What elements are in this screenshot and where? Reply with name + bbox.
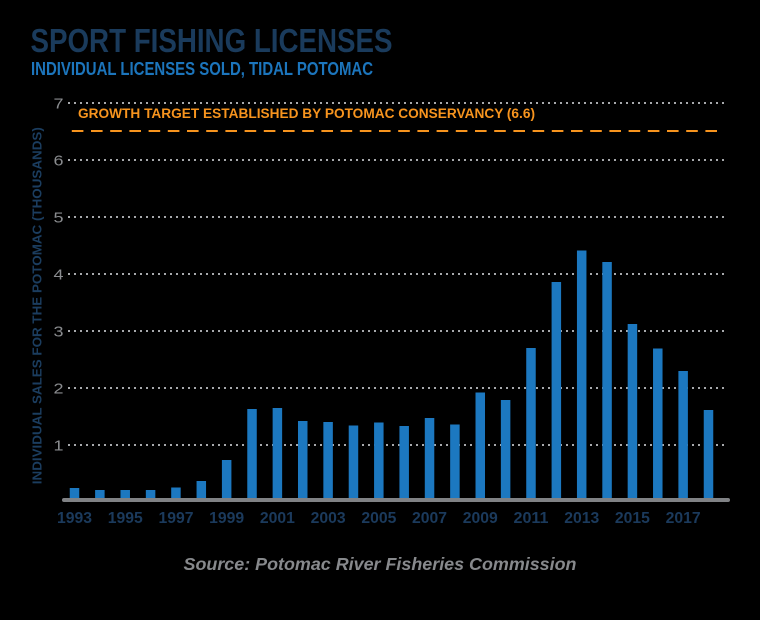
svg-text:Source: Potomac River Fisherie: Source: Potomac River Fisheries Commissi… bbox=[184, 554, 577, 574]
svg-text:6: 6 bbox=[54, 152, 64, 169]
svg-text:4: 4 bbox=[54, 266, 64, 283]
svg-text:2013: 2013 bbox=[564, 510, 599, 527]
svg-text:SPORT FISHING LICENSES: SPORT FISHING LICENSES bbox=[31, 23, 393, 60]
svg-text:2001: 2001 bbox=[260, 510, 295, 527]
svg-text:2015: 2015 bbox=[615, 510, 650, 527]
svg-text:2: 2 bbox=[54, 380, 64, 397]
svg-text:2005: 2005 bbox=[361, 510, 396, 527]
svg-text:1997: 1997 bbox=[158, 510, 193, 527]
svg-text:GROWTH TARGET ESTABLISHED BY P: GROWTH TARGET ESTABLISHED BY POTOMAC CON… bbox=[78, 106, 535, 121]
svg-text:2003: 2003 bbox=[311, 510, 346, 527]
svg-text:INDIVIDUAL LICENSES SOLD, TIDA: INDIVIDUAL LICENSES SOLD, TIDAL POTOMAC bbox=[31, 59, 373, 79]
svg-text:1: 1 bbox=[54, 437, 64, 454]
svg-text:5: 5 bbox=[54, 209, 64, 226]
svg-text:2007: 2007 bbox=[412, 510, 447, 527]
svg-text:1999: 1999 bbox=[209, 510, 244, 527]
svg-text:2009: 2009 bbox=[463, 510, 498, 527]
svg-text:INDIVIDUAL SALES FOR THE POTOM: INDIVIDUAL SALES FOR THE POTOMAC (THOUSA… bbox=[30, 127, 45, 484]
svg-text:1993: 1993 bbox=[57, 510, 92, 527]
svg-text:7: 7 bbox=[54, 95, 64, 112]
svg-text:2011: 2011 bbox=[513, 510, 548, 527]
svg-text:3: 3 bbox=[54, 323, 64, 340]
svg-text:2017: 2017 bbox=[666, 510, 701, 527]
svg-text:1995: 1995 bbox=[108, 510, 143, 527]
